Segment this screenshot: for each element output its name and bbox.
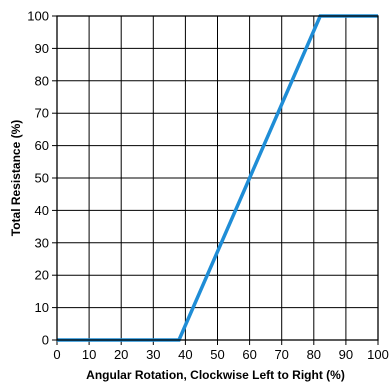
y-axis-label: Total Resistance (%) (9, 120, 23, 236)
y-tick-label: 50 (35, 171, 49, 186)
x-axis-label: Angular Rotation, Clockwise Left to Righ… (86, 368, 345, 382)
y-tick-label: 0 (42, 333, 49, 348)
x-tick-label: 30 (146, 347, 160, 362)
x-tick-label: 90 (339, 347, 353, 362)
x-tick-label: 80 (307, 347, 321, 362)
y-tick-label: 20 (35, 268, 49, 283)
y-tick-label: 70 (35, 106, 49, 121)
x-tick-label: 10 (82, 347, 96, 362)
y-tick-label: 60 (35, 138, 49, 153)
x-tick-label: 0 (53, 347, 60, 362)
y-tick-label: 80 (35, 73, 49, 88)
x-tick-label: 70 (274, 347, 288, 362)
x-tick-label: 60 (242, 347, 256, 362)
x-tick-label: 20 (114, 347, 128, 362)
axis-ticks: 0 10 20 30 40 50 60 70 80 90 100 0 10 20 30 40 50 60 70 80 9… (27, 9, 389, 363)
y-tick-label: 40 (35, 203, 49, 218)
y-tick-label: 100 (27, 9, 49, 24)
y-tick-label: 90 (35, 41, 49, 56)
plot-frame (56, 15, 379, 341)
grid (56, 15, 379, 341)
x-tick-label: 40 (178, 347, 192, 362)
x-tick-label: 100 (367, 347, 389, 362)
y-tick-label: 10 (35, 300, 49, 315)
x-tick-label: 50 (210, 347, 224, 362)
y-tick-label: 30 (35, 235, 49, 250)
